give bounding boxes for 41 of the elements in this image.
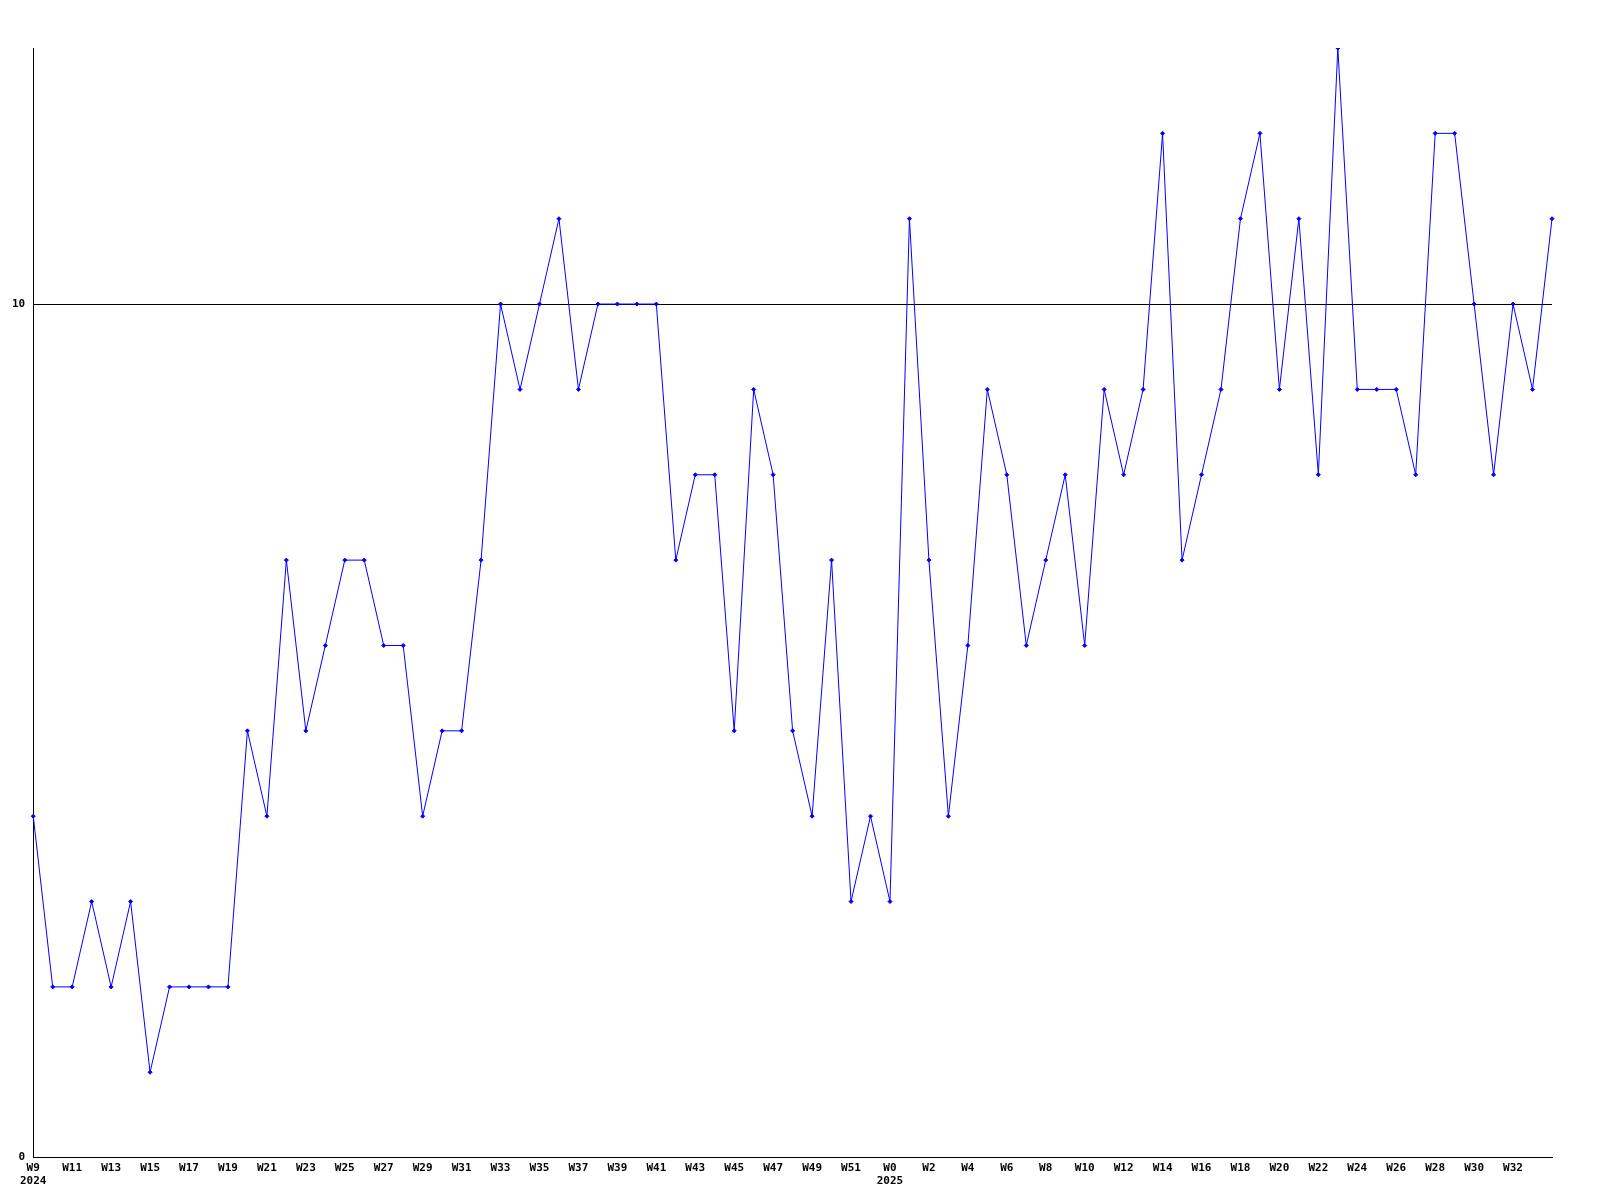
x-tick-label: W24	[1347, 1161, 1368, 1175]
x-tick-label: W10	[1074, 1161, 1095, 1175]
x-tick-label: W43	[685, 1161, 706, 1175]
x-tick-label: W30	[1464, 1161, 1485, 1175]
x-tick-label: W20	[1269, 1161, 1290, 1175]
x-tick-label: W16	[1191, 1161, 1212, 1175]
x-tick-label: W6	[1000, 1161, 1014, 1175]
x-tick-label: W14	[1152, 1161, 1173, 1175]
y-tick-label: 0	[18, 1150, 26, 1164]
x-tick-label: W21	[256, 1161, 278, 1175]
x-tick-label: W4	[961, 1161, 975, 1175]
x-tick-label: W25	[334, 1161, 355, 1175]
x-tick-label: W23	[295, 1161, 316, 1175]
x-tick-label: W8	[1039, 1161, 1053, 1175]
x-tick-label: W22	[1308, 1161, 1329, 1175]
x-tick-label: W17	[179, 1161, 199, 1175]
x-tick-label: W19	[218, 1161, 238, 1175]
x-tick-label: W49	[802, 1161, 823, 1175]
x-tick-label: W15	[140, 1161, 161, 1175]
x-tick-label: W9 2024	[20, 1161, 47, 1188]
x-tick-label: W29	[412, 1161, 433, 1175]
x-tick-label: W2	[922, 1161, 936, 1175]
x-tick-label: W35	[529, 1161, 550, 1175]
x-tick-label: W32	[1503, 1161, 1523, 1175]
x-tick-label: W11	[62, 1161, 83, 1175]
x-tick-label: W41	[646, 1161, 667, 1175]
x-tick-label: W31	[451, 1161, 472, 1175]
x-tick-label: W0 2025	[876, 1161, 904, 1188]
x-tick-label: W27	[373, 1161, 394, 1175]
x-tick-label: W39	[607, 1161, 628, 1175]
x-tick-label: W18	[1230, 1161, 1251, 1175]
x-tick-label: W33	[490, 1161, 511, 1175]
x-tick-label: W12	[1113, 1161, 1134, 1175]
x-tick-label: W45	[724, 1161, 745, 1175]
y-tick-label: 10	[12, 296, 26, 310]
x-tick-label: W51	[841, 1161, 862, 1175]
x-tick-label: W37	[568, 1161, 589, 1175]
x-tick-label: W13	[101, 1161, 122, 1175]
x-tick-label: W47	[763, 1161, 784, 1175]
x-tick-label: W28	[1425, 1161, 1446, 1175]
x-tick-label: W26	[1386, 1161, 1407, 1175]
